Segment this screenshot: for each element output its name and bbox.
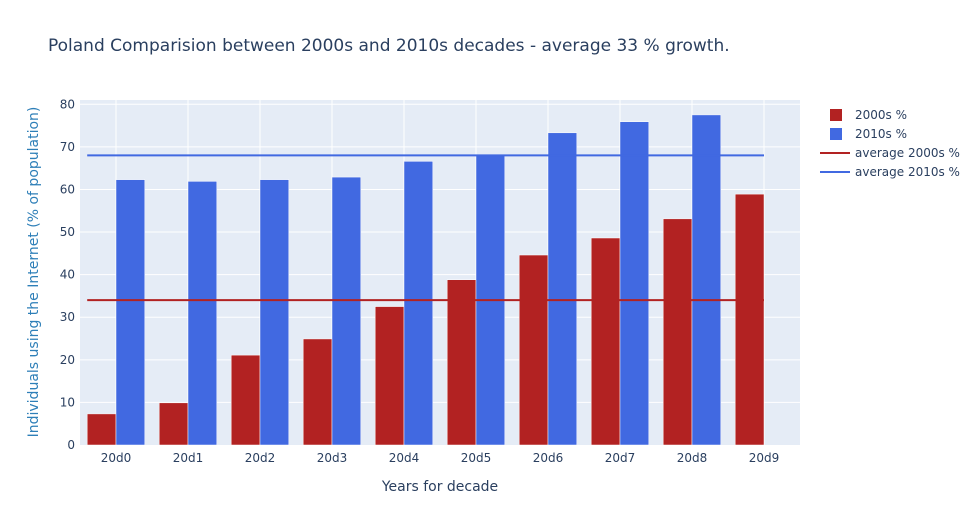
y-tick-label: 40 [60, 268, 75, 282]
x-tick-label: 20d0 [101, 451, 132, 465]
x-tick-label: 20d5 [461, 451, 492, 465]
legend-label: 2000s % [855, 108, 907, 122]
bar-2000s[interactable] [230, 354, 261, 446]
legend-item[interactable]: average 2000s % [820, 146, 960, 160]
x-tick-label: 20d8 [677, 451, 708, 465]
average-lines [87, 154, 764, 302]
y-tick-label: 80 [60, 97, 75, 111]
y-tick-label: 0 [67, 438, 75, 452]
bar-2000s[interactable] [662, 218, 693, 446]
y-axis-ticks: 0 10 20 30 40 50 60 70 80 [60, 97, 75, 452]
bar-2000s[interactable] [590, 237, 621, 446]
x-axis-ticks: 20d0 20d1 20d2 20d3 20d4 20d5 20d6 20d7 20d8 20d9 [101, 451, 780, 465]
legend[interactable]: 2000s % 2010s % average 2000s % average 201… [820, 108, 960, 179]
x-tick-label: 20d6 [533, 451, 564, 465]
legend-item[interactable]: average 2010s % [820, 165, 960, 179]
bar-2000s[interactable] [86, 413, 117, 446]
legend-item[interactable]: 2000s % [830, 108, 907, 122]
chart-title: Poland Comparision between 2000s and 201… [48, 36, 730, 56]
x-tick-label: 20d3 [317, 451, 348, 465]
y-tick-label: 20 [60, 353, 75, 367]
bar-2010s[interactable] [403, 161, 434, 446]
bar-2010s[interactable] [187, 181, 218, 446]
x-tick-label: 20d2 [245, 451, 276, 465]
legend-swatch [830, 109, 842, 121]
bar-2010s[interactable] [547, 132, 578, 446]
bar-2000s[interactable] [518, 254, 549, 446]
x-tick-label: 20d7 [605, 451, 636, 465]
bar-2000s[interactable] [302, 338, 333, 446]
y-tick-label: 60 [60, 182, 75, 196]
legend-label: average 2010s % [855, 165, 960, 179]
legend-item[interactable]: 2010s % [830, 127, 907, 141]
legend-label: 2010s % [855, 127, 907, 141]
x-axis-title: Years for decade [381, 479, 498, 495]
x-tick-label: 20d4 [389, 451, 420, 465]
y-axis-title: Individuals using the Internet (% of pop… [26, 107, 42, 438]
y-tick-label: 10 [60, 395, 75, 409]
bar-2000s[interactable] [734, 193, 765, 446]
x-tick-label: 20d1 [173, 451, 204, 465]
bar-2010s[interactable] [331, 176, 362, 446]
y-tick-label: 30 [60, 310, 75, 324]
bar-2010s[interactable] [115, 179, 146, 446]
x-tick-label: 20d9 [749, 451, 780, 465]
y-tick-label: 50 [60, 225, 75, 239]
bar-2010s[interactable] [691, 114, 722, 446]
bar-2000s[interactable] [374, 306, 405, 446]
bar-2010s[interactable] [619, 121, 650, 446]
legend-swatch [830, 128, 842, 140]
legend-label: average 2000s % [855, 146, 960, 160]
bar-2000s[interactable] [158, 402, 189, 446]
y-tick-label: 70 [60, 140, 75, 154]
bar-2000s[interactable] [446, 279, 477, 446]
bar-2010s[interactable] [259, 179, 290, 446]
